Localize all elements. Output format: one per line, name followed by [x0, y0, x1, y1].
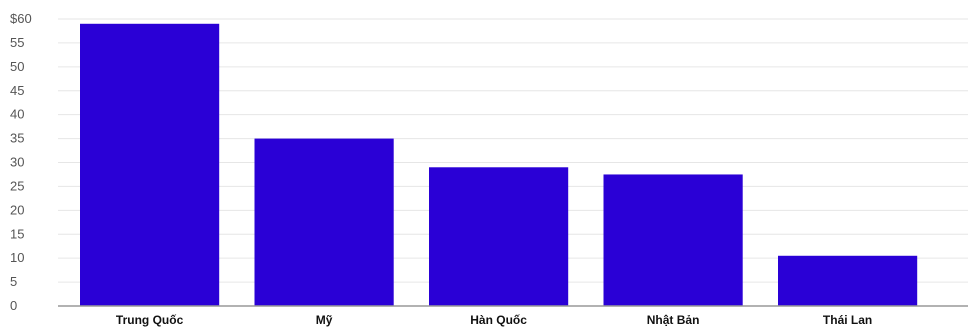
y-tick-label: 20	[10, 202, 24, 217]
y-tick-label: 30	[10, 155, 24, 170]
y-tick-label: 40	[10, 107, 24, 122]
bar-4	[603, 174, 743, 306]
bars	[80, 23, 918, 307]
x-category-label: Nhật Bản	[647, 313, 700, 327]
bar-5	[778, 255, 918, 306]
y-tick-label: 35	[10, 131, 24, 146]
y-tick-label: 55	[10, 35, 24, 50]
x-category-label: Thái Lan	[823, 313, 872, 327]
x-category-label: Hàn Quốc	[470, 313, 527, 327]
y-tick-label: 25	[10, 178, 24, 193]
y-tick-label: $60	[10, 11, 32, 26]
bar-1	[80, 23, 220, 307]
x-category-label: Mỹ	[316, 313, 333, 327]
y-tick-label: 0	[10, 298, 17, 313]
bar-3	[429, 167, 569, 306]
y-tick-label: 45	[10, 83, 24, 98]
bar-2	[254, 138, 394, 306]
y-axis-ticks: 0 5 10 15 20 25 30 35 40 45 50 55 $60	[10, 11, 32, 313]
y-tick-label: 15	[10, 226, 24, 241]
y-tick-label: 10	[10, 250, 24, 265]
y-tick-label: 5	[10, 274, 17, 289]
x-axis-labels: Trung Quốc Mỹ Hàn Quốc Nhật Bản Thái Lan	[116, 313, 872, 327]
y-tick-label: 50	[10, 59, 24, 74]
x-category-label: Trung Quốc	[116, 313, 184, 327]
